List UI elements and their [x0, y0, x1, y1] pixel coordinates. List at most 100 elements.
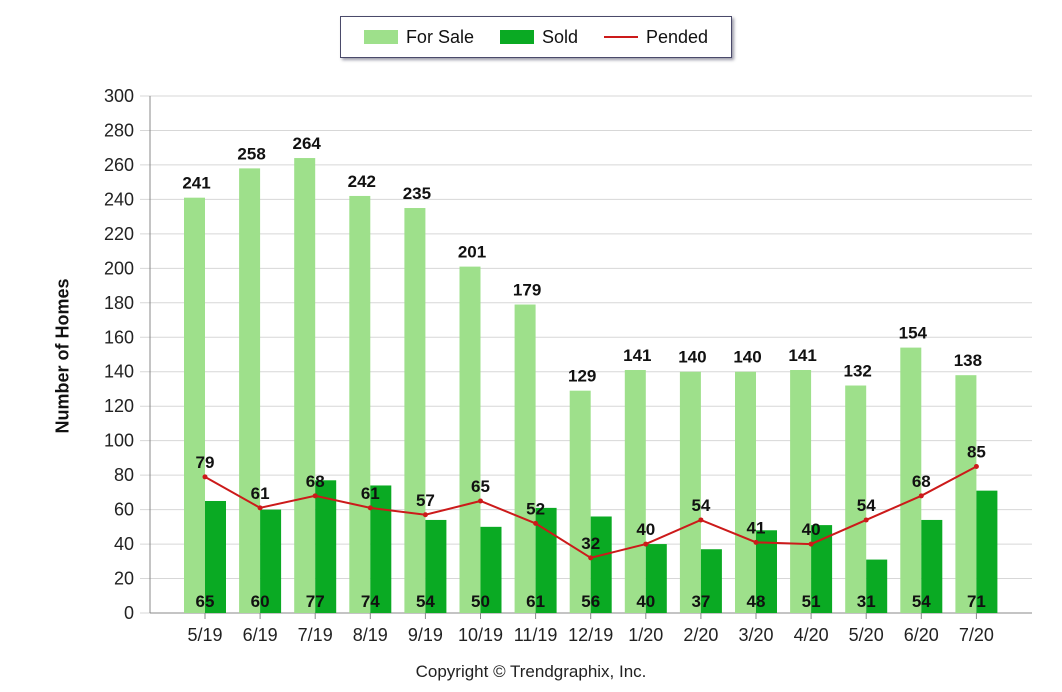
- y-tick-label: 140: [104, 362, 134, 382]
- data-label-for-sale: 140: [733, 348, 761, 367]
- data-label-for-sale: 140: [678, 348, 706, 367]
- data-label-pended: 57: [416, 491, 435, 510]
- bar-sold: [480, 526, 502, 613]
- bar-sold: [645, 544, 667, 613]
- y-tick-label: 120: [104, 396, 134, 416]
- pended-point: [422, 512, 428, 518]
- bar-for-sale: [514, 304, 536, 613]
- x-tick-label: 6/19: [243, 625, 278, 645]
- pended-point: [478, 498, 483, 504]
- data-label-for-sale: 141: [623, 346, 651, 365]
- data-label-sold: 60: [251, 592, 270, 611]
- data-label-for-sale: 154: [899, 324, 928, 343]
- y-tick-label: 240: [104, 189, 134, 209]
- y-tick-label: 220: [104, 224, 134, 244]
- data-label-pended: 68: [306, 472, 325, 491]
- pended-point: [698, 517, 704, 523]
- bar-for-sale: [184, 197, 205, 613]
- data-label-sold: 50: [471, 592, 490, 611]
- x-tick-label: 11/19: [514, 625, 558, 645]
- data-label-sold: 61: [526, 592, 545, 611]
- pended-point: [753, 539, 759, 545]
- legend-item-pended[interactable]: Pended: [604, 27, 708, 48]
- data-label-for-sale: 138: [954, 351, 982, 370]
- y-tick-label: 180: [104, 293, 134, 313]
- bar-sold: [370, 485, 392, 613]
- data-label-pended: 32: [581, 534, 600, 553]
- y-tick-label: 0: [124, 603, 134, 623]
- pended-point: [863, 517, 869, 523]
- data-label-for-sale: 258: [237, 144, 265, 163]
- data-label-sold: 74: [361, 592, 380, 611]
- legend-item-for-sale[interactable]: For Sale: [363, 27, 474, 48]
- x-tick-label: 12/19: [568, 625, 613, 645]
- x-tick-label: 10/19: [458, 625, 503, 645]
- data-label-for-sale: 129: [568, 367, 596, 386]
- y-tick-label: 200: [104, 258, 134, 278]
- pended-point: [533, 520, 539, 526]
- data-label-sold: 40: [636, 592, 655, 611]
- sold-swatch: [499, 30, 534, 44]
- bar-for-sale: [845, 385, 867, 613]
- pended-point: [918, 493, 924, 499]
- data-label-sold: 31: [857, 592, 876, 611]
- data-label-sold: 77: [306, 592, 325, 611]
- pended-point: [808, 541, 814, 547]
- x-tick-label: 8/19: [353, 625, 388, 645]
- x-tick-label: 1/20: [628, 625, 663, 645]
- bar-sold: [315, 480, 337, 613]
- data-label-pended: 52: [526, 499, 545, 518]
- x-tick-label: 6/20: [904, 625, 939, 645]
- y-tick-label: 40: [114, 534, 134, 554]
- bar-sold: [756, 530, 777, 613]
- bar-for-sale: [900, 347, 922, 613]
- data-label-pended: 54: [857, 496, 876, 515]
- data-label-pended: 61: [251, 484, 270, 503]
- y-tick-label: 80: [114, 465, 134, 485]
- x-tick-label: 5/19: [187, 625, 222, 645]
- data-label-for-sale: 264: [293, 134, 322, 153]
- bar-for-sale: [404, 208, 426, 613]
- pended-point: [312, 493, 318, 499]
- bar-for-sale: [349, 195, 371, 613]
- bar-sold: [866, 559, 888, 613]
- data-label-for-sale: 141: [788, 346, 816, 365]
- x-tick-label: 2/20: [683, 625, 718, 645]
- data-label-for-sale: 201: [458, 243, 486, 262]
- bar-for-sale: [679, 371, 701, 613]
- pended-point: [588, 555, 594, 561]
- pended-point: [367, 505, 373, 511]
- x-tick-label: 5/20: [849, 625, 884, 645]
- y-tick-label: 100: [104, 431, 134, 451]
- data-label-sold: 54: [416, 592, 435, 611]
- bar-sold: [425, 519, 447, 613]
- bar-for-sale: [294, 158, 316, 614]
- legend-item-sold[interactable]: Sold: [499, 26, 578, 48]
- bar-sold: [590, 516, 612, 613]
- data-label-for-sale: 179: [513, 281, 541, 300]
- legend-label-sold: Sold: [541, 26, 578, 47]
- bar-for-sale: [569, 390, 591, 613]
- y-tick-label: 20: [114, 569, 134, 589]
- y-tick-label: 160: [104, 327, 134, 347]
- bar-for-sale: [459, 266, 481, 613]
- data-label-sold: 54: [912, 592, 931, 611]
- bar-sold: [811, 525, 833, 613]
- bar-sold: [700, 549, 722, 613]
- y-tick-label: 260: [104, 155, 134, 175]
- x-tick-label: 7/20: [959, 625, 994, 645]
- bar-for-sale: [790, 370, 812, 613]
- data-label-pended: 68: [912, 472, 931, 491]
- x-tick-label: 9/19: [408, 625, 443, 645]
- chart-legend: For Sale Sold Pended: [340, 16, 732, 58]
- data-label-sold: 37: [691, 592, 710, 611]
- data-label-pended: 54: [691, 496, 710, 515]
- data-label-for-sale: 235: [403, 184, 431, 203]
- data-label-pended: 41: [747, 518, 766, 537]
- y-tick-label: 60: [114, 500, 134, 520]
- data-label-pended: 61: [361, 484, 380, 503]
- pended-swatch: [604, 36, 638, 38]
- bar-sold: [260, 509, 282, 613]
- y-tick-label: 280: [104, 120, 134, 140]
